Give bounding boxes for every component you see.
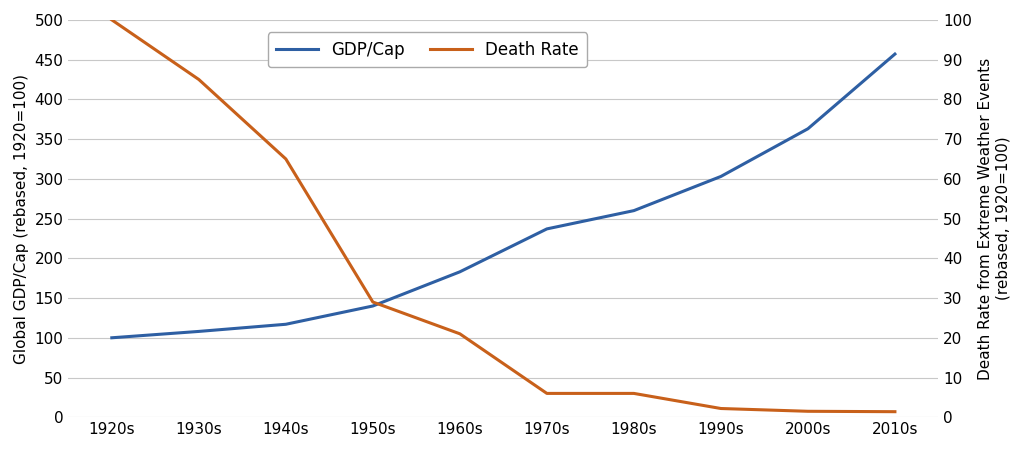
Death Rate bbox=[889, 409, 901, 414]
Y-axis label: Global GDP/Cap (rebased, 1920=100): Global GDP/Cap (rebased, 1920=100) bbox=[14, 74, 29, 364]
Death Rate bbox=[715, 406, 727, 411]
Death Rate bbox=[367, 299, 379, 305]
GDP/Cap bbox=[889, 51, 901, 57]
Death Rate bbox=[280, 156, 292, 161]
GDP/Cap bbox=[105, 335, 118, 341]
Death Rate bbox=[105, 17, 118, 23]
Death Rate bbox=[628, 391, 640, 396]
Death Rate bbox=[802, 409, 814, 414]
Death Rate bbox=[541, 391, 553, 396]
Line: GDP/Cap: GDP/Cap bbox=[112, 54, 895, 338]
Death Rate bbox=[454, 331, 466, 336]
GDP/Cap bbox=[541, 226, 553, 232]
GDP/Cap bbox=[367, 303, 379, 308]
GDP/Cap bbox=[280, 322, 292, 327]
Line: Death Rate: Death Rate bbox=[112, 20, 895, 412]
Death Rate bbox=[193, 77, 205, 82]
GDP/Cap bbox=[193, 329, 205, 334]
GDP/Cap bbox=[454, 269, 466, 275]
GDP/Cap bbox=[715, 174, 727, 179]
GDP/Cap bbox=[628, 208, 640, 213]
GDP/Cap bbox=[802, 126, 814, 132]
Y-axis label: Death Rate from Extreme Weather Events
(rebased, 1920=100): Death Rate from Extreme Weather Events (… bbox=[978, 57, 1010, 380]
Legend: GDP/Cap, Death Rate: GDP/Cap, Death Rate bbox=[268, 32, 587, 67]
